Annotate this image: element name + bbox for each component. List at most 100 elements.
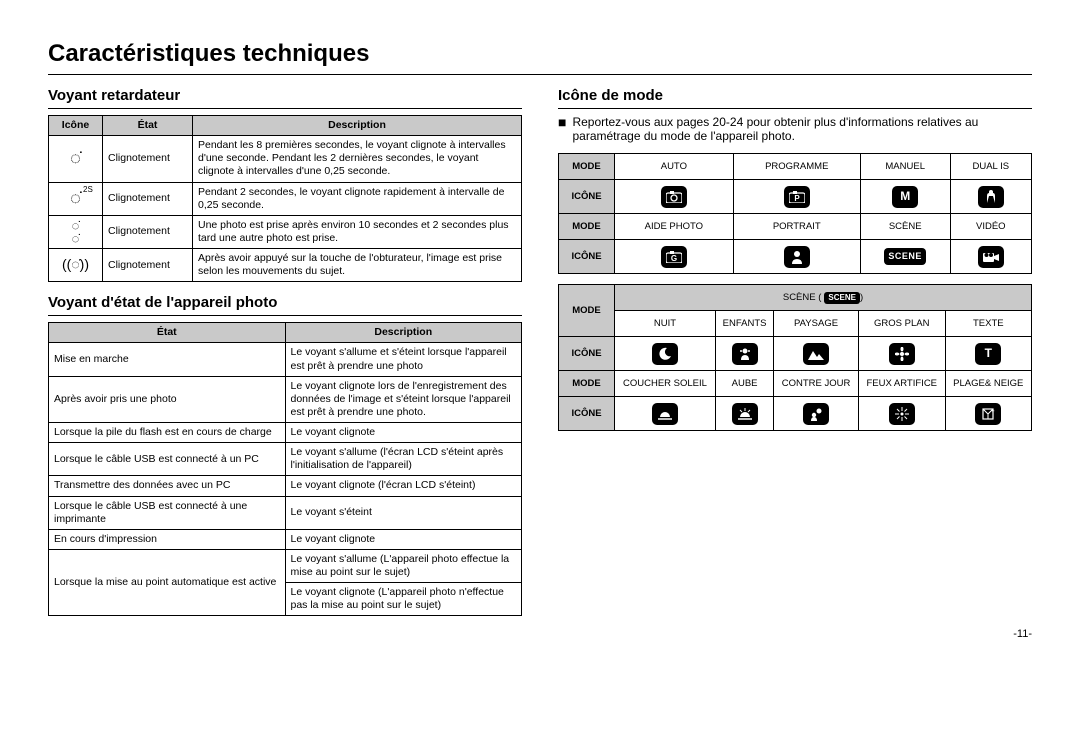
cell-state: Transmettre des données avec un PC — [49, 476, 286, 496]
page-title: Caractéristiques techniques — [48, 40, 1032, 68]
section3-divider — [558, 108, 1032, 109]
scene-icon-children — [715, 337, 773, 371]
mode-icon-portrait — [733, 240, 860, 274]
cell-state: Lorsque le câble USB est connecté à une … — [49, 496, 286, 529]
rowhead-icon: ICÔNE — [559, 180, 615, 214]
scene-label: NUIT — [615, 311, 716, 337]
rowhead-mode: MODE — [559, 371, 615, 397]
svg-text:+: + — [991, 409, 995, 415]
cell-state: Lorsque la mise au point automatique est… — [49, 549, 286, 616]
scene-badge: SCENE — [824, 292, 860, 304]
mode-label: AIDE PHOTO — [615, 214, 734, 240]
cell-desc: Le voyant clignote — [285, 529, 522, 549]
cell-desc: Le voyant clignote lors de l'enregistrem… — [285, 376, 522, 422]
cell-desc: Le voyant clignote — [285, 423, 522, 443]
scene-label: TEXTE — [945, 311, 1031, 337]
scene-label: AUBE — [715, 371, 773, 397]
scene-label: CONTRE JOUR — [774, 371, 859, 397]
rowhead-mode: MODE — [559, 154, 615, 180]
mode-note: ■ Reportez-vous aux pages 20-24 pour obt… — [558, 115, 1032, 143]
th-state: État — [103, 116, 193, 136]
cell-desc: Le voyant s'allume (L'appareil photo eff… — [285, 549, 522, 582]
mode-label: VIDÉO — [950, 214, 1031, 240]
columns: Voyant retardateur Icône État Descriptio… — [48, 87, 1032, 616]
page-number: -11- — [48, 628, 1032, 640]
cell-desc: Le voyant s'allume et s'éteint lorsque l… — [285, 343, 522, 376]
scene-table: MODE SCÈNE (SCENE) NUIT ENFANTS PAYSAGE … — [558, 284, 1032, 431]
cell-state: Lorsque le câble USB est connecté à un P… — [49, 443, 286, 476]
timer-icon-double: ◌̇◌̇ — [49, 215, 103, 248]
cell-desc: Le voyant clignote (L'appareil photo n'e… — [285, 583, 522, 616]
scene-icon-text: T — [945, 337, 1031, 371]
mode-icon-dualis — [950, 180, 1031, 214]
rowhead-icon: ICÔNE — [559, 397, 615, 431]
section2-title: Voyant d'état de l'appareil photo — [48, 294, 522, 311]
scene-icon-beach: + — [945, 397, 1031, 431]
th-desc: Description — [193, 116, 522, 136]
scene-label: PAYSAGE — [774, 311, 859, 337]
timer-table: Icône État Description ◌̇ Clignotement P… — [48, 115, 522, 282]
scene-label: COUCHER SOLEIL — [615, 371, 716, 397]
timer-icon-motion: ((◌̇)) — [49, 249, 103, 282]
cell-desc: Le voyant clignote (l'écran LCD s'éteint… — [285, 476, 522, 496]
title-divider — [48, 74, 1032, 75]
mode-table: MODE AUTO PROGRAMME MANUEL DUAL IS ICÔNE… — [558, 153, 1032, 274]
scene-icon-backlight — [774, 397, 859, 431]
note-text: Reportez-vous aux pages 20-24 pour obten… — [572, 115, 1032, 143]
scene-icon-firework — [858, 397, 945, 431]
th-state: État — [49, 323, 286, 343]
scene-icon-closeup — [858, 337, 945, 371]
mode-label: MANUEL — [860, 154, 950, 180]
cell-state: Clignotement — [103, 249, 193, 282]
rowhead-icon: ICÔNE — [559, 240, 615, 274]
scene-icon-night — [615, 337, 716, 371]
mode-icon-auto — [615, 180, 734, 214]
rowhead-mode: MODE — [559, 214, 615, 240]
cell-state: Clignotement — [103, 182, 193, 215]
mode-label: PROGRAMME — [733, 154, 860, 180]
cell-desc: Pendant les 8 premières secondes, le voy… — [193, 136, 522, 182]
mode-icon-scene: SCENE — [860, 240, 950, 274]
th-desc: Description — [285, 323, 522, 343]
scene-icon-dawn — [715, 397, 773, 431]
status-table: État Description Mise en marcheLe voyant… — [48, 322, 522, 616]
section1-divider — [48, 108, 522, 109]
cell-state: Mise en marche — [49, 343, 286, 376]
scene-icon-landscape — [774, 337, 859, 371]
mode-icon-video — [950, 240, 1031, 274]
bullet-icon: ■ — [558, 115, 566, 143]
rowhead-icon: ICÔNE — [559, 337, 615, 371]
svg-text:G: G — [671, 254, 677, 263]
th-icon: Icône — [49, 116, 103, 136]
mode-icon-manual: M — [860, 180, 950, 214]
timer-icon-10s: ◌̇ — [49, 136, 103, 182]
scene-label: SCÈNE — [783, 292, 816, 303]
mode-label: AUTO — [615, 154, 734, 180]
scene-icon-sunset — [615, 397, 716, 431]
scene-header: SCÈNE (SCENE) — [615, 285, 1032, 311]
svg-text:P: P — [794, 194, 800, 203]
scene-label: PLAGE& NEIGE — [945, 371, 1031, 397]
section2-divider — [48, 315, 522, 316]
section1-title: Voyant retardateur — [48, 87, 522, 104]
cell-state: Clignotement — [103, 136, 193, 182]
mode-icon-aide: G — [615, 240, 734, 274]
mode-icon-program: P — [733, 180, 860, 214]
cell-state: Clignotement — [103, 215, 193, 248]
cell-desc: Pendant 2 secondes, le voyant clignote r… — [193, 182, 522, 215]
cell-state: En cours d'impression — [49, 529, 286, 549]
mode-label: DUAL IS — [950, 154, 1031, 180]
scene-label: FEUX ARTIFICE — [858, 371, 945, 397]
cell-desc: Une photo est prise après environ 10 sec… — [193, 215, 522, 248]
cell-desc: Le voyant s'allume (l'écran LCD s'éteint… — [285, 443, 522, 476]
left-column: Voyant retardateur Icône État Descriptio… — [48, 87, 522, 616]
cell-state: Lorsque la pile du flash est en cours de… — [49, 423, 286, 443]
mode-label: SCÈNE — [860, 214, 950, 240]
scene-label: ENFANTS — [715, 311, 773, 337]
scene-label: GROS PLAN — [858, 311, 945, 337]
timer-icon-2s: ◌̇2S — [49, 182, 103, 215]
cell-desc: Après avoir appuyé sur la touche de l'ob… — [193, 249, 522, 282]
section3-title: Icône de mode — [558, 87, 1032, 104]
right-column: Icône de mode ■ Reportez-vous aux pages … — [558, 87, 1032, 616]
mode-label: PORTRAIT — [733, 214, 860, 240]
